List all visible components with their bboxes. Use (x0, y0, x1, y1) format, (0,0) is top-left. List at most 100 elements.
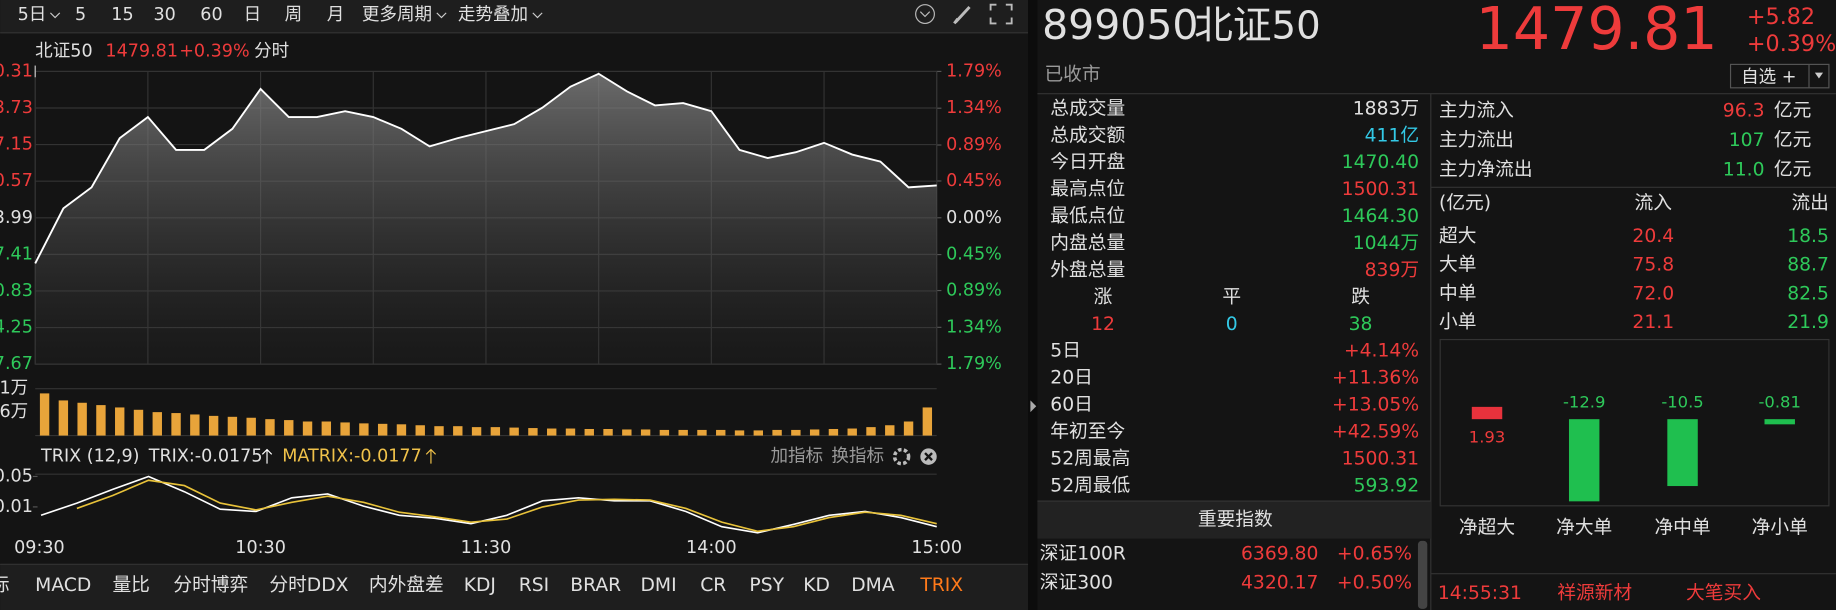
more-periods[interactable]: 更多周期 (362, 5, 432, 25)
indicator-tab[interactable]: 标 (0, 575, 9, 596)
swap-indicator[interactable]: 换指标 (831, 447, 884, 467)
net-flow-label: 1.93 (1469, 427, 1505, 446)
table-header: 流出 (1791, 193, 1828, 214)
table-out: 82.5 (1787, 283, 1829, 304)
breadth-value: 12 (1091, 314, 1115, 335)
indicator-tab[interactable]: MACD (35, 575, 91, 596)
stat-label: 今日开盘 (1050, 152, 1125, 173)
x-tick-label: 10:30 (235, 538, 286, 558)
table-in: 75.8 (1632, 255, 1674, 276)
add-indicator[interactable]: 加指标 (770, 447, 823, 467)
stat-label: 最低点位 (1050, 206, 1125, 227)
draw-icon[interactable] (953, 6, 971, 25)
period-tab[interactable]: 周 (285, 5, 303, 25)
indicator-tab[interactable]: BRAR (570, 575, 621, 596)
scrollbar[interactable] (1417, 540, 1428, 609)
flow-label: 主力净流出 (1439, 159, 1533, 180)
indicator-tab[interactable]: 量比 (112, 575, 149, 596)
volume-bar (659, 429, 670, 436)
volume-bar (885, 425, 895, 436)
table-label: 小单 (1439, 312, 1476, 333)
volume-bar (39, 393, 50, 436)
indicator-tab[interactable]: KD (803, 575, 830, 596)
index-pct: +0.65% (1337, 543, 1412, 564)
volume-bar (622, 429, 632, 436)
performance-label: 52周最高 (1050, 448, 1130, 469)
indicator-tab[interactable]: RSI (519, 575, 549, 596)
volume-bar (490, 427, 501, 436)
y-tick-label: 1447.67 (0, 354, 33, 374)
status: 已收市 (1044, 64, 1100, 85)
legend-entry: MATRIX:-0.0177 (282, 447, 422, 467)
indicator-tab[interactable]: DMA (851, 575, 895, 596)
index-name[interactable]: 深证300 (1040, 573, 1113, 594)
y2-tick-label: 1.34% (946, 98, 1002, 118)
volume-bar (528, 428, 538, 436)
collapse-icon-chevron (919, 11, 931, 18)
volume-bar (265, 419, 275, 436)
collapse-icon[interactable] (915, 4, 935, 25)
indicator-tab[interactable]: TRIX (919, 575, 963, 596)
trade-stock[interactable]: 祥源新材 (1557, 583, 1632, 604)
volume-bar (734, 430, 745, 436)
flow-value: 107 (1729, 130, 1765, 151)
performance-value: 593.92 (1354, 475, 1420, 496)
settings-icon[interactable] (892, 447, 911, 466)
fullscreen-icon[interactable] (989, 3, 1013, 25)
trix-tick-label: 0.05 (0, 466, 33, 486)
period-tab[interactable]: 日 (244, 5, 262, 25)
net-flow-bar (1471, 406, 1503, 420)
watch-button-frame[interactable] (1729, 63, 1830, 89)
indicator-tab[interactable]: KDJ (464, 575, 496, 596)
volume-bar (547, 428, 557, 436)
volume-bar (847, 428, 857, 436)
breadth-label: 平 (1222, 287, 1241, 308)
price-area (35, 73, 937, 365)
y-tick-label: 1473.99 (0, 208, 33, 228)
table-out: 88.7 (1787, 255, 1829, 276)
indicator-tab[interactable]: 分时博弈 (173, 575, 248, 596)
trix-line (40, 475, 937, 534)
period-tab[interactable]: 月 (327, 5, 345, 25)
indicator-tab[interactable]: DMI (641, 575, 677, 596)
volume-bar (453, 426, 463, 436)
volume-bar (396, 424, 407, 436)
volume-bar (584, 428, 594, 436)
index-value: 4320.17 (1241, 573, 1318, 594)
dropdown-arrow[interactable] (1814, 72, 1824, 79)
overlay[interactable]: 走势叠加 (458, 5, 528, 25)
splitter-arrow[interactable] (1030, 400, 1037, 413)
indicator-tab[interactable]: CR (700, 575, 726, 596)
chevron (436, 12, 447, 19)
indicator-tab[interactable]: 分时DDX (269, 575, 348, 596)
volume-bar (96, 405, 106, 436)
period-tab[interactable]: 5 (75, 5, 86, 25)
indicator-tab[interactable]: 内外盘差 (369, 575, 444, 596)
net-flow-bar (1764, 419, 1795, 425)
price-line (34, 72, 937, 264)
volume-bar (922, 407, 933, 436)
volume-bar (434, 426, 444, 436)
y2-tick-label: 0.45% (946, 245, 1002, 265)
splitter[interactable] (1028, 0, 1038, 610)
volume-bar (565, 428, 576, 436)
flow-label: 主力流出 (1439, 130, 1514, 151)
x-tick-label: 09:30 (14, 538, 65, 558)
period-tab[interactable]: 30 (153, 5, 175, 25)
flow-label: 主力流入 (1439, 101, 1514, 122)
performance-label: 5日 (1050, 341, 1081, 362)
stat-value: 411亿 (1365, 125, 1419, 146)
period-tab[interactable]: 5日 (18, 5, 47, 25)
stat-label: 内盘总量 (1050, 233, 1125, 254)
volume-bar (359, 423, 369, 436)
watch-button[interactable]: 自选 + (1741, 67, 1796, 87)
table-label: 大单 (1439, 255, 1476, 276)
chevron (50, 12, 61, 19)
indicator-title: TRIX (12,9) (40, 447, 139, 467)
indicator-tab[interactable]: PSY (749, 575, 784, 596)
period-tab[interactable]: 15 (111, 5, 133, 25)
volume-bar (509, 427, 519, 436)
period-tab[interactable]: 60 (200, 5, 222, 25)
index-name[interactable]: 深证100R (1040, 543, 1126, 564)
volume-bar (171, 413, 181, 436)
